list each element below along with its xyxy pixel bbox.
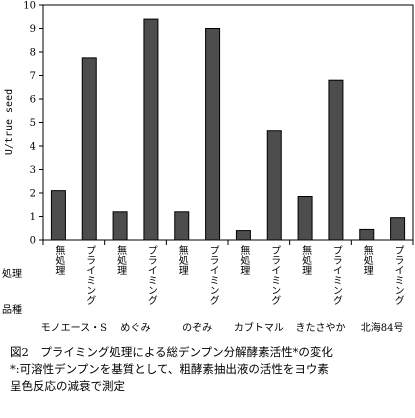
y-tick-label: 0 [30,236,36,247]
treatment-label: 無処理 [176,244,188,275]
bar [50,190,66,241]
y-tick-label: 2 [30,189,36,200]
y-tick-label: 4 [30,142,36,153]
y-tick-label: 5 [30,118,36,129]
bar [81,57,97,241]
caption-line-1: 図2 プライミング処理による総デンプン分解酵素活性*の変化 [10,345,333,359]
y-tick-label: 7 [30,71,36,82]
treatment-label: 無処理 [53,244,65,275]
y-tick-label: 6 [30,95,36,106]
bar [235,230,251,241]
bar [359,228,375,241]
treatment-label: 無処理 [115,244,127,275]
chart-axes: 0 1 2 3 4 5 6 7 8 9 10 [23,1,414,247]
plot-frame [42,4,414,241]
variety-label: めぐみ [120,322,150,334]
treatment-label: プライミング [207,245,219,305]
y-tick-label: 1 [30,212,36,223]
bar [297,196,313,241]
bar [390,217,406,241]
bar [266,130,282,241]
caption-line-2: *:可溶性デンプンを基質として、粗酵素抽出液の活性をヨウ素 [10,362,329,376]
bar-chart: 0 1 2 3 4 5 6 7 8 9 10 無処理 プライミング 無処理 プライミング 無処理 プライミング… [2,1,414,334]
y-tick-label: 3 [30,165,36,176]
chart-labels: 無処理 プライミング 無処理 プライミング 無処理 プライミング 無処理 プライミング 無処理 プ… [41,244,404,334]
treatment-row-label: 処理 [2,267,22,280]
chart-bars [50,18,406,241]
variety-label: 北海84号 [361,321,404,334]
variety-label: のぞみ [182,322,212,334]
y-tick-label: 8 [30,48,36,59]
variety-row-label: 品種 [2,303,22,316]
caption-line-3: 呈色反応の減衰で測定 [10,379,125,393]
y-axis-title: U/true seed [4,89,15,155]
treatment-label: プライミング [392,245,404,305]
treatment-label: 無処理 [361,244,373,275]
treatment-label: 無処理 [238,244,250,275]
bar [112,211,128,241]
treatment-label: プライミング [330,245,342,305]
treatment-label: 無処理 [300,244,312,275]
bar [174,211,190,241]
treatment-label: プライミング [145,245,157,305]
variety-label: きたさやか [296,322,346,334]
variety-label: カブトマル [234,321,284,334]
bar [328,79,344,241]
bar [143,18,159,241]
variety-label: モノエース・S [41,323,107,334]
treatment-label: プライミング [269,245,281,305]
treatment-label: プライミング [84,245,96,305]
bar [205,28,221,241]
y-tick-label: 10 [23,1,36,12]
y-tick-label: 9 [30,24,36,35]
